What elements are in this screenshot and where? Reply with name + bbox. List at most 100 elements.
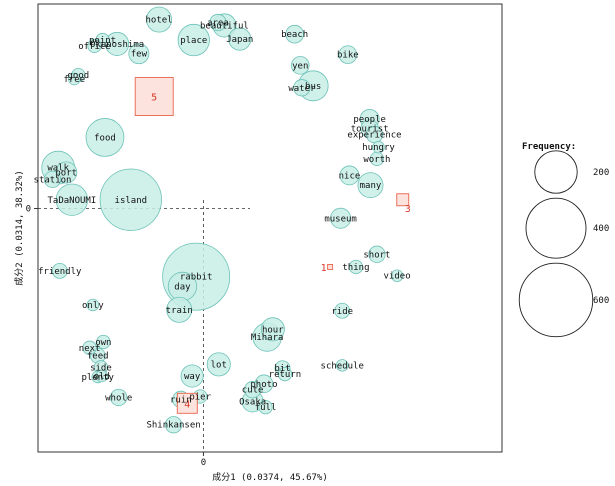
legend-circle-600 — [518, 262, 594, 338]
label-shinkansen: Shinkansen — [146, 421, 200, 431]
label-mihara: Mihara — [251, 333, 284, 343]
bubble-japan — [228, 27, 252, 51]
cluster-4-square — [176, 392, 198, 414]
bubble-water — [293, 79, 311, 97]
cluster-markers: 1 3 4 5 — [134, 77, 411, 414]
label-ride: ride — [331, 307, 353, 317]
label-place: place — [180, 36, 207, 46]
label-few: few — [131, 50, 148, 60]
label-nice: nice — [339, 171, 361, 181]
label-day: day — [174, 282, 191, 292]
bubble-tadanoumi — [55, 183, 89, 216]
label-thing: thing — [342, 263, 369, 273]
label-friendly: friendly — [38, 267, 82, 277]
label-photo: photo — [250, 380, 277, 390]
bubble-video — [390, 269, 404, 282]
cluster-5-label: 5 — [151, 93, 157, 104]
label-point: point — [89, 36, 116, 46]
bubble-short — [368, 245, 386, 263]
legend-value-600: 600 — [593, 296, 609, 306]
label-many: many — [360, 181, 382, 191]
bubble-whole — [110, 388, 128, 407]
bubble-cute — [244, 381, 262, 399]
label-whole: whole — [105, 393, 132, 403]
label-people: people — [353, 115, 386, 125]
bubble-beach — [285, 24, 304, 44]
label-side: side — [90, 363, 112, 373]
bubble-office — [87, 38, 102, 53]
label-old: old — [94, 372, 110, 382]
bubble-bike — [338, 45, 358, 64]
x-axis-label: 成分1 (0.0374, 45.67%) — [212, 471, 328, 483]
x-tick-label: 0 — [201, 458, 206, 468]
label-hour: hour — [262, 325, 284, 335]
label-beach: beach — [281, 30, 308, 40]
label-area: area — [207, 19, 229, 29]
label-train: train — [166, 306, 193, 316]
cluster-3-label: 3 — [405, 204, 411, 215]
label-hungry: hungry — [362, 143, 395, 153]
bubble-food — [85, 118, 125, 157]
label-water: water — [288, 84, 316, 94]
axis-ticks: 00 — [26, 205, 207, 468]
bubble-area — [209, 13, 227, 32]
legend-items: 200 400 600 — [518, 150, 609, 338]
word-bubbles — [41, 6, 404, 434]
bubble-hotel — [146, 6, 172, 33]
label-tourist: tourist — [351, 125, 389, 135]
label-only: only — [82, 301, 104, 311]
bubble-full — [258, 400, 273, 415]
label-tadanoumi: TaDaNOUMI — [48, 196, 97, 206]
label-port: port — [55, 168, 77, 178]
label-bit: bit — [274, 364, 290, 374]
legend-value-200: 200 — [593, 168, 609, 178]
bubble-few — [128, 43, 150, 65]
bubble-hour — [260, 317, 285, 342]
label-ruin: ruin — [170, 395, 192, 405]
label-plenty: plenty — [81, 373, 114, 383]
bubble-station — [43, 170, 62, 188]
label-office: office — [78, 42, 111, 52]
label-food: food — [94, 133, 116, 143]
bubble-old — [95, 369, 108, 383]
label-pier: pier — [189, 392, 211, 402]
label-feed: feed — [87, 352, 109, 362]
bubble-own — [96, 334, 111, 350]
cluster-1-square — [327, 264, 334, 270]
label-yen: yen — [292, 61, 308, 71]
label-rabbit: rabbit — [180, 273, 213, 283]
frequency-legend: Frequency: 200 400 600 — [518, 142, 609, 338]
label-own: own — [95, 338, 111, 348]
bubble-island — [99, 168, 162, 231]
bubble-shinkansen — [164, 416, 183, 434]
label-walk: walk — [47, 164, 69, 174]
bubble-many — [357, 172, 384, 199]
label-experience: experience — [347, 131, 401, 141]
label-bike: bike — [337, 51, 359, 61]
label-short: short — [363, 250, 390, 260]
bubble-museum — [330, 207, 352, 229]
cluster-5-square — [134, 77, 174, 116]
label-okunoshima: Okunoshima — [90, 40, 144, 50]
bubble-ride — [334, 302, 351, 319]
bubble-next — [82, 340, 97, 355]
bubble-nice — [339, 165, 360, 186]
label-bus: bus — [305, 82, 321, 92]
label-schedule: schedule — [321, 361, 364, 371]
label-worth: worth — [363, 155, 390, 165]
label-free: free — [63, 75, 85, 85]
bubble-lot — [206, 352, 231, 377]
label-way: way — [184, 372, 201, 382]
plot-frame — [37, 3, 503, 453]
label-cute: cute — [242, 386, 264, 396]
cluster-3-square — [396, 193, 410, 207]
label-full: full — [255, 403, 277, 413]
bubble-yen — [290, 56, 310, 75]
legend-value-400: 400 — [593, 224, 609, 234]
bubble-train — [166, 296, 193, 323]
bubble-schedule — [336, 359, 349, 372]
bubble-place — [177, 23, 210, 57]
bubble-thing — [348, 259, 364, 275]
